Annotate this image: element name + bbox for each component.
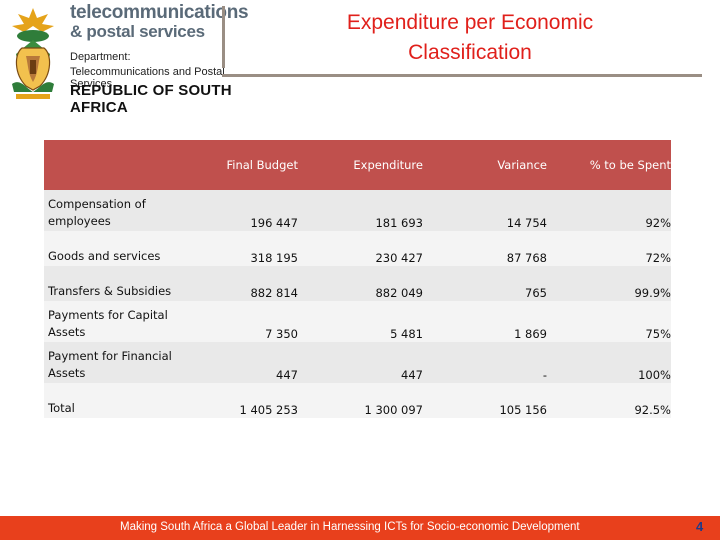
table-row: Compensation of employees 196 447 181 69… <box>44 190 671 231</box>
coat-of-arms-icon <box>12 8 54 99</box>
cell-expenditure: 5 481 <box>298 301 423 342</box>
row-label: Compensation of employees <box>44 190 204 231</box>
table-row: Payments for Capital Assets 7 350 5 481 … <box>44 301 671 342</box>
cell-final-budget: 7 350 <box>204 301 298 342</box>
header-percent-spent: % to be Spent <box>547 140 671 190</box>
header-final-budget: Final Budget <box>204 140 298 190</box>
cell-variance: 14 754 <box>423 190 547 231</box>
header-divider-vertical <box>222 6 225 68</box>
header-variance: Variance <box>423 140 547 190</box>
table-row: Transfers & Subsidies 882 814 882 049 76… <box>44 266 671 301</box>
cell-expenditure: 447 <box>298 342 423 383</box>
cell-final-budget: 318 195 <box>204 231 298 266</box>
logo-area: telecommunications & postal services Dep… <box>0 0 250 116</box>
cell-percent-spent: 92.5% <box>547 383 671 418</box>
table-row: Goods and services 318 195 230 427 87 76… <box>44 231 671 266</box>
row-label: Payment for Financial Assets <box>44 342 204 383</box>
department-name: Telecommunications and Postal Services <box>70 66 225 90</box>
table-header-row: Final Budget Expenditure Variance % to b… <box>44 140 671 190</box>
table-row-total: Total 1 405 253 1 300 097 105 156 92.5% <box>44 383 671 418</box>
cell-expenditure: 230 427 <box>298 231 423 266</box>
cell-final-budget: 882 814 <box>204 266 298 301</box>
cell-expenditure: 882 049 <box>298 266 423 301</box>
cell-expenditure: 181 693 <box>298 190 423 231</box>
cell-variance: 87 768 <box>423 231 547 266</box>
slide-title: Expenditure per Economic Classification <box>300 8 640 68</box>
country-name: REPUBLIC OF SOUTH AFRICA <box>70 82 232 116</box>
row-label: Total <box>44 383 204 418</box>
table-row: Payment for Financial Assets 447 447 - 1… <box>44 342 671 383</box>
expenditure-table: Final Budget Expenditure Variance % to b… <box>44 140 671 418</box>
cell-variance: 1 869 <box>423 301 547 342</box>
cell-final-budget: 196 447 <box>204 190 298 231</box>
page-number: 4 <box>696 519 704 534</box>
cell-expenditure: 1 300 097 <box>298 383 423 418</box>
cell-final-budget: 1 405 253 <box>204 383 298 418</box>
row-label: Payments for Capital Assets <box>44 301 204 342</box>
cell-variance: 105 156 <box>423 383 547 418</box>
cell-variance: 765 <box>423 266 547 301</box>
cell-percent-spent: 75% <box>547 301 671 342</box>
brand-line-2: & postal services <box>70 22 205 41</box>
header-divider-horizontal <box>222 74 702 77</box>
cell-final-budget: 447 <box>204 342 298 383</box>
header-expenditure: Expenditure <box>298 140 423 190</box>
department-label: Department: <box>70 51 131 63</box>
cell-percent-spent: 100% <box>547 342 671 383</box>
cell-variance: - <box>423 342 547 383</box>
cell-percent-spent: 99.9% <box>547 266 671 301</box>
cell-percent-spent: 92% <box>547 190 671 231</box>
row-label: Transfers & Subsidies <box>44 266 204 301</box>
footer-slogan: Making South Africa a Global Leader in H… <box>120 521 580 533</box>
title-line-1: Expenditure per Economic <box>346 11 594 34</box>
footer-bar: Making South Africa a Global Leader in H… <box>0 516 720 540</box>
brand-line-1: telecommunications <box>70 2 249 23</box>
header-blank <box>44 140 204 190</box>
row-label: Goods and services <box>44 231 204 266</box>
title-line-2: Classification <box>408 41 532 64</box>
cell-percent-spent: 72% <box>547 231 671 266</box>
